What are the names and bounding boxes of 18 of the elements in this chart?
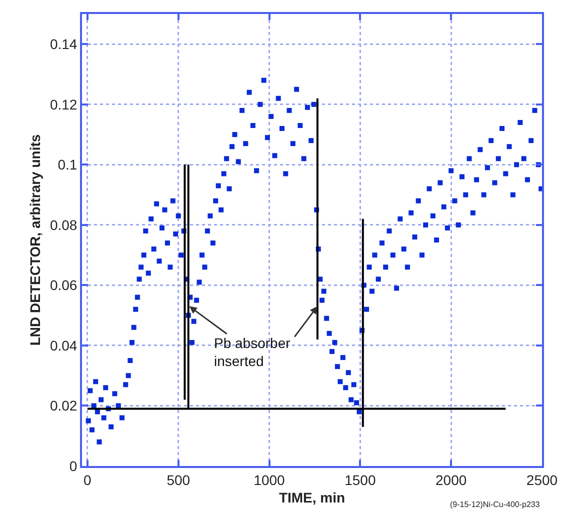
y-tick-label: 0.1 [58,156,78,173]
x-tick-label: 2000 [436,472,467,488]
annotation: Pb absorber inserted [214,335,291,370]
x-tick-label: 500 [166,472,190,488]
y-tick-label: 0.02 [50,398,78,414]
x-tick-label: 1000 [254,472,286,488]
y-tick-label: 0 [69,458,78,474]
y-tick-label: 0.06 [50,277,78,294]
y-tick-label: 0.14 [50,36,78,52]
x-tick-label: 1500 [344,472,376,488]
y-axis-title: LND DETECTOR, arbitrary units [27,134,44,346]
y-tick-label: 0.04 [50,337,78,354]
x-axis-title: TIME, min [278,490,346,506]
y-tick-label: 0.12 [50,96,78,112]
y-tick-label: 0.08 [50,216,78,233]
text: (9-15-12)Ni-Cu-400-p233 [450,500,540,509]
x-tick-label: 0 [84,472,92,488]
x-tick-label: 2500 [526,472,558,488]
